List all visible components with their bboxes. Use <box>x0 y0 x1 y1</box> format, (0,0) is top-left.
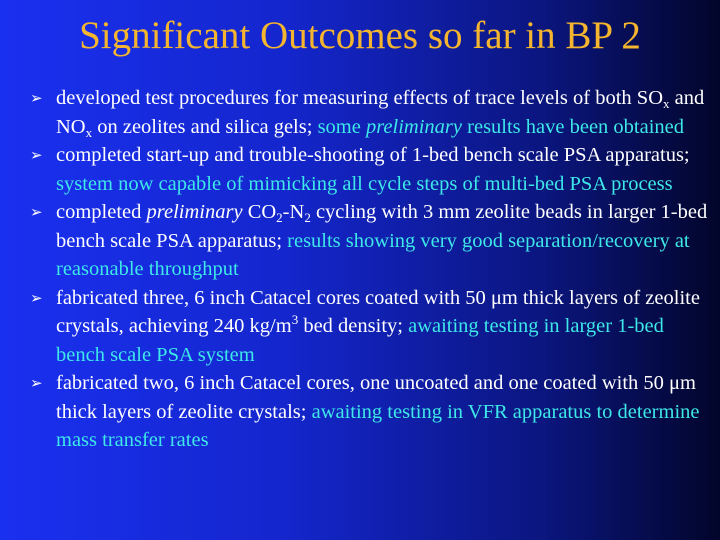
superscript-3: 3 <box>291 312 299 327</box>
bullet-item-co2-n2-cycling: ➢ completed preliminary CO2-N2 cycling wi… <box>30 198 710 284</box>
outcomes-list: ➢ developed test procedures for measuring… <box>30 84 710 455</box>
highlight-text: some <box>317 115 366 138</box>
bullet-text: cycling with 3 mm zeolite beads in large… <box>56 201 708 252</box>
highlight-text: awaiting testing in VFR apparatus to det… <box>56 400 700 452</box>
bullet-text: completed start-up and trouble-shooting … <box>56 144 690 166</box>
bullet-item-three-cores: ➢ fabricated three, 6 inch Catacel cores … <box>30 284 710 370</box>
highlight-text: awaiting testing in larger 1-bed bench s… <box>56 315 664 366</box>
highlight-italic-text: preliminary <box>365 115 463 138</box>
arrowhead-bullet-icon: ➢ <box>30 146 43 164</box>
bullet-text: fabricated three, 6 inch Catacel cores c… <box>56 286 700 338</box>
bullet-text: developed test procedures for measuring … <box>56 87 664 109</box>
highlight-text: results showing very good separation/rec… <box>56 229 690 281</box>
bullet-text: CO <box>242 201 277 223</box>
arrowhead-bullet-icon: ➢ <box>30 374 43 392</box>
bullet-item-psa-apparatus: ➢ completed start-up and trouble-shooting… <box>30 141 710 198</box>
arrowhead-bullet-icon: ➢ <box>30 288 43 307</box>
slide-title: Significant Outcomes so far in BP 2 <box>79 14 641 57</box>
bullet-text: fabricated two, 6 inch Catacel cores, on… <box>56 372 696 423</box>
highlight-text: results have been obtained <box>462 115 685 138</box>
subscript-2: 2 <box>304 210 311 225</box>
highlight-text: system now capable of mimicking all cycl… <box>56 172 673 195</box>
arrowhead-bullet-icon: ➢ <box>30 89 43 107</box>
arrowhead-bullet-icon: ➢ <box>30 203 43 221</box>
bullet-text: on zeolites and silica gels; <box>92 115 318 138</box>
bullet-text: and NO <box>56 87 705 138</box>
bullet-text: completed <box>56 201 147 223</box>
subscript-x: x <box>85 124 93 140</box>
subscript-x: x <box>663 96 670 111</box>
italic-text: preliminary <box>146 201 243 223</box>
subscript-2: 2 <box>276 210 283 225</box>
bullet-item-two-cores: ➢ fabricated two, 6 inch Catacel cores, o… <box>30 369 710 455</box>
bullet-text: bed density; <box>298 315 409 337</box>
bullet-text: -N <box>282 201 305 223</box>
bullet-item-trace-levels: ➢ developed test procedures for measuring… <box>30 84 710 141</box>
